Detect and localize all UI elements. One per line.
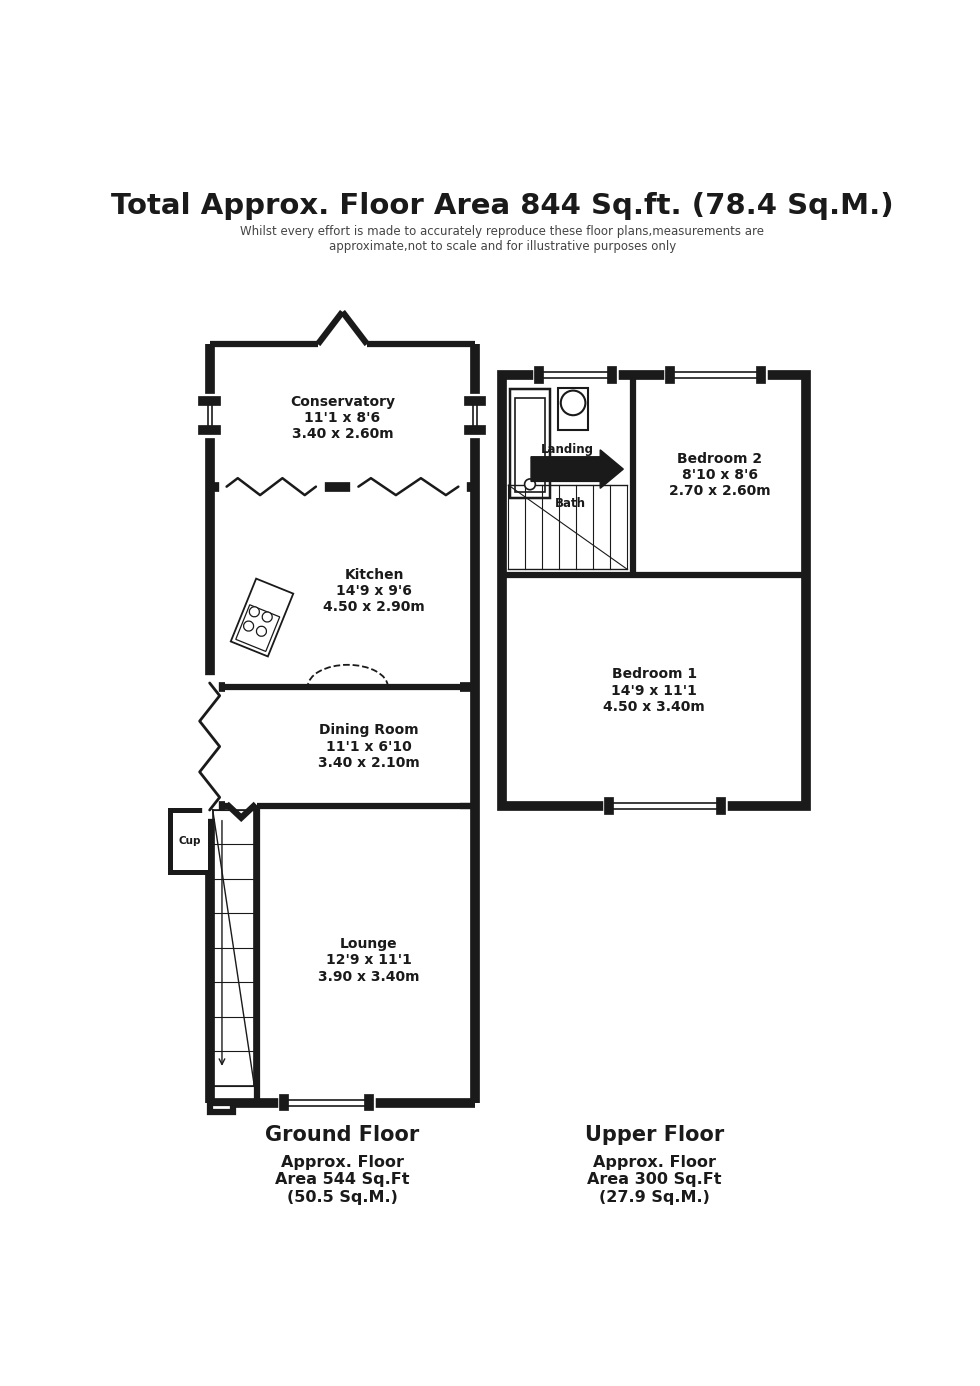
Bar [236,604,279,651]
Text: Ground Floor: Ground Floor [266,1125,419,1145]
Circle shape [249,607,260,617]
Bar [510,389,550,498]
Text: Approx. Floor
Area 544 Sq.Ft
(50.5 Sq.M.): Approx. Floor Area 544 Sq.Ft (50.5 Sq.M.… [275,1155,410,1204]
Circle shape [263,613,272,622]
Text: Bath: Bath [555,496,586,510]
Bar [502,376,807,807]
Text: Bedroom 2
8'10 x 8'6
2.70 x 2.60m: Bedroom 2 8'10 x 8'6 2.70 x 2.60m [669,452,770,499]
Text: Whilst every effort is made to accurately reproduce these floor plans,measuremen: Whilst every effort is made to accuratel… [240,225,764,252]
Bar [558,388,588,431]
Text: Kitchen
14'9 x 9'6
4.50 x 2.90m: Kitchen 14'9 x 9'6 4.50 x 2.90m [323,567,425,614]
Bar [210,1103,233,1112]
Text: Dining Room
11'1 x 6'10
3.40 x 2.10m: Dining Room 11'1 x 6'10 3.40 x 2.10m [318,723,419,769]
Text: Total Approx. Floor Area 844 Sq.ft. (78.4 Sq.M.): Total Approx. Floor Area 844 Sq.ft. (78.… [111,191,894,219]
Text: Lounge
12'9 x 11'1
3.90 x 3.40m: Lounge 12'9 x 11'1 3.90 x 3.40m [318,937,419,984]
Circle shape [524,480,535,489]
Text: Landing: Landing [541,442,594,456]
Text: Approx. Floor
Area 300 Sq.Ft
(27.9 Sq.M.): Approx. Floor Area 300 Sq.Ft (27.9 Sq.M.… [587,1155,721,1204]
Circle shape [257,626,267,636]
Text: Cup: Cup [178,836,201,845]
Text: Bedroom 1
14'9 x 11'1
4.50 x 3.40m: Bedroom 1 14'9 x 11'1 4.50 x 3.40m [604,668,706,714]
Bar [230,578,293,657]
Text: Conservatory
11'1 x 8'6
3.40 x 2.60m: Conservatory 11'1 x 8'6 3.40 x 2.60m [290,395,395,442]
FancyArrow shape [531,450,623,488]
Circle shape [561,391,585,416]
Bar [514,398,545,492]
Text: Upper Floor: Upper Floor [585,1125,724,1145]
Bar [170,809,210,872]
Circle shape [244,621,254,631]
